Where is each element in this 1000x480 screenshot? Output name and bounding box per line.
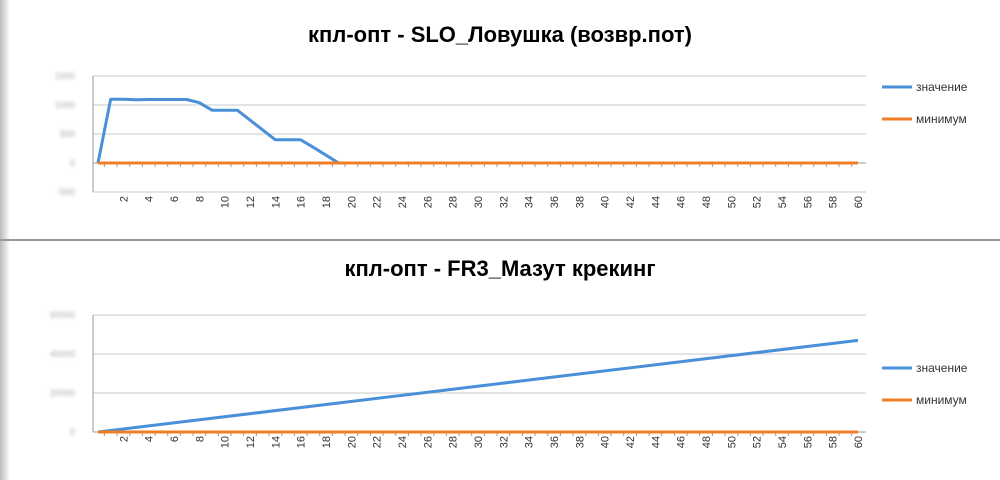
- x-tick-label: 30: [473, 436, 485, 448]
- legend-label: минимум: [916, 393, 967, 407]
- x-tick-label: 8: [194, 436, 206, 442]
- y-tick-label: 500: [60, 129, 75, 139]
- x-tick-label: 52: [752, 196, 764, 208]
- x-tick-label: 32: [498, 196, 510, 208]
- x-tick-label: 24: [397, 196, 409, 208]
- x-tick-label: 26: [422, 196, 434, 208]
- y-tick-label: 60000: [50, 310, 75, 320]
- x-tick-label: 42: [625, 196, 637, 208]
- x-tick-label: 36: [549, 436, 561, 448]
- x-tick-label: 30: [473, 196, 485, 208]
- x-tick-label: 48: [701, 196, 713, 208]
- series-line-value: [96, 97, 858, 165]
- chart-separator: [0, 239, 1000, 241]
- x-tick-label: 42: [625, 436, 637, 448]
- x-tick-label: 2: [118, 196, 130, 202]
- y-tick-label: 1500: [55, 71, 75, 81]
- x-tick-label: 38: [574, 196, 586, 208]
- x-tick-label: 6: [169, 196, 181, 202]
- legend-label: значение: [916, 80, 968, 94]
- x-tick-label: 34: [524, 196, 536, 208]
- x-tick-label: 14: [270, 436, 282, 448]
- x-tick-label: 50: [726, 436, 738, 448]
- x-tick-label: 12: [245, 436, 257, 448]
- x-tick-label: 14: [270, 196, 282, 208]
- x-tick-label: 44: [650, 436, 662, 448]
- x-tick-label: 28: [448, 196, 460, 208]
- x-tick-label: 40: [600, 436, 612, 448]
- x-tick-label: 22: [372, 436, 384, 448]
- x-tick-label: 60: [853, 436, 865, 448]
- x-tick-label: 20: [346, 436, 358, 448]
- x-tick-label: 10: [220, 436, 232, 448]
- x-tick-label: 10: [220, 196, 232, 208]
- x-tick-label: 12: [245, 196, 257, 208]
- y-tick-label: 40000: [50, 349, 75, 359]
- x-tick-label: 22: [372, 196, 384, 208]
- x-tick-label: 50: [726, 196, 738, 208]
- x-tick-label: 26: [422, 436, 434, 448]
- x-tick-label: 28: [448, 436, 460, 448]
- y-tick-label: 1000: [55, 100, 75, 110]
- x-tick-label: 52: [752, 436, 764, 448]
- y-tick-label: 20000: [50, 388, 75, 398]
- x-tick-label: 8: [194, 196, 206, 202]
- x-tick-label: 2: [118, 436, 130, 442]
- x-tick-label: 24: [397, 436, 409, 448]
- chart-fr3: кпл-опт - FR3_Мазут крекинг 0 20000 40000 60…: [50, 256, 968, 448]
- x-tick-label: 4: [144, 436, 156, 442]
- chart-title: кпл-опт - FR3_Мазут крекинг: [345, 256, 656, 281]
- x-tick-label: 32: [498, 436, 510, 448]
- x-tick-label: 6: [169, 436, 181, 442]
- x-tick-label: 54: [777, 436, 789, 448]
- x-tick-label: 58: [828, 436, 840, 448]
- x-tick-label: 40: [600, 196, 612, 208]
- chart-title: кпл-опт - SLO_Ловушка (возвр.пот): [308, 22, 692, 47]
- x-tick-label: 48: [701, 436, 713, 448]
- x-tick-label: 18: [321, 196, 333, 208]
- chart-slo: кпл-опт - SLO_Ловушка (возвр.пот) -500 0 50…: [55, 22, 968, 208]
- x-tick-label: 44: [650, 196, 662, 208]
- legend-label: минимум: [916, 112, 967, 126]
- x-tick-label: 34: [524, 436, 536, 448]
- x-tick-label: 58: [828, 196, 840, 208]
- x-tick-label: 46: [676, 436, 688, 448]
- x-tick-label: 4: [144, 196, 156, 202]
- legend-label: значение: [916, 361, 968, 375]
- x-tick-label: 56: [802, 196, 814, 208]
- x-tick-label: 16: [296, 436, 308, 448]
- x-tick-label: 56: [802, 436, 814, 448]
- x-tick-label: 46: [676, 196, 688, 208]
- x-tick-label: 38: [574, 436, 586, 448]
- x-tick-label: 60: [853, 196, 865, 208]
- y-tick-label: -500: [57, 187, 75, 197]
- x-tick-label: 54: [777, 196, 789, 208]
- x-tick-label: 16: [296, 196, 308, 208]
- y-tick-label: 0: [70, 158, 75, 168]
- x-tick-label: 20: [346, 196, 358, 208]
- x-tick-label: 18: [321, 436, 333, 448]
- y-tick-label: 0: [70, 427, 75, 437]
- x-tick-label: 36: [549, 196, 561, 208]
- series-line-value: [97, 338, 859, 434]
